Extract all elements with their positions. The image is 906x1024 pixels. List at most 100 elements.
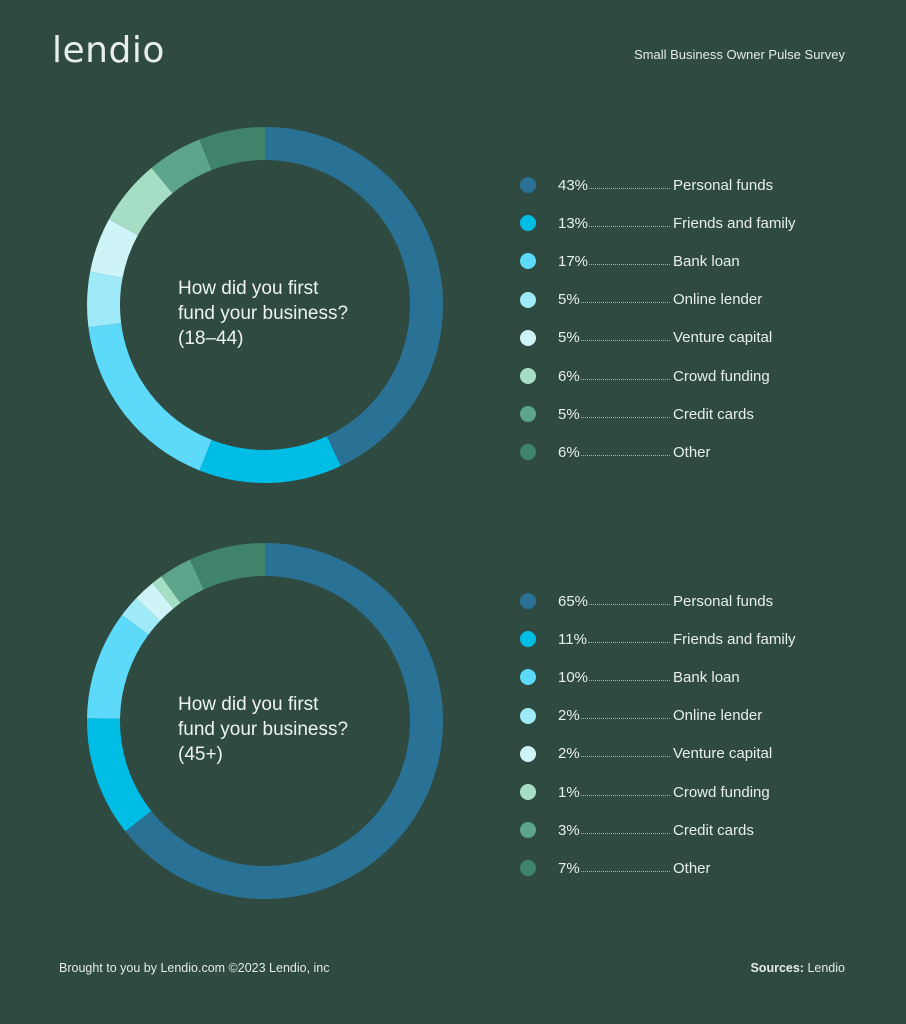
lendio-logo: lendio [52, 30, 165, 71]
legend-leader-line [580, 416, 670, 418]
legend-value: 65% [558, 592, 589, 610]
legend-value: 3% [558, 821, 580, 839]
donut-slice-crowd-funding [109, 167, 173, 236]
center-label-45-plus: How did you first fund your business? (4… [178, 692, 378, 767]
survey-title: Small Business Owner Pulse Survey [634, 47, 845, 62]
center-label-line: fund your business? [178, 303, 349, 324]
donut-slice-credit-cards [151, 139, 212, 194]
legend-leader-line [580, 454, 670, 456]
legend-label: Venture capital [673, 329, 773, 347]
legend-leader-line [580, 378, 670, 380]
center-label-line: (18–44) [178, 328, 244, 349]
footer-credit: Brought to you by Lendio.com ©2023 Lendi… [59, 961, 330, 975]
legend-label: Personal funds [673, 592, 774, 610]
legend-value: 6% [558, 367, 580, 385]
donut-slice-online-lender [121, 598, 161, 635]
legend-dot [520, 822, 536, 839]
donut-slice-other [189, 543, 265, 590]
legend-dot [520, 745, 536, 762]
legend-dot [520, 406, 536, 423]
legend-item-crowd-funding: 6% Crowd funding [520, 357, 820, 395]
legend-leader-line [589, 603, 670, 605]
center-label-line: (45+) [178, 744, 223, 765]
legend-label: Personal funds [673, 176, 774, 194]
legend-value: 43% [558, 176, 589, 194]
legend-dot [520, 444, 536, 461]
legend-label: Online lender [673, 707, 763, 725]
donut-slice-personal-funds [265, 127, 444, 467]
legend-value: 5% [558, 405, 580, 423]
legend-item-other: 7% Other [520, 849, 820, 887]
legend-leader-line [589, 679, 670, 681]
donut-slice-crowd-funding [152, 576, 181, 609]
legend-dot [520, 253, 536, 270]
legend-label: Other [673, 859, 711, 877]
legend-dot [520, 860, 536, 877]
donut-chart-18-44 [86, 127, 444, 483]
legend-label: Bank loan [673, 252, 740, 270]
legend-item-online-lender: 2% Online lender [520, 697, 820, 735]
legend-item-credit-cards: 3% Credit cards [520, 811, 820, 849]
legend-leader-line [580, 718, 670, 720]
legend-leader-line [580, 756, 670, 758]
legend-item-other: 6% Other [520, 433, 820, 471]
legend-value: 5% [558, 329, 580, 347]
legend-value: 17% [558, 252, 589, 270]
donut-slice-credit-cards [161, 559, 204, 604]
legend-item-venture-capital: 2% Venture capital [520, 735, 820, 773]
legend-leader-line [580, 302, 670, 304]
chart-18-44: How did you first fund your business? (1… [0, 0, 906, 483]
legend-item-personal-funds: 43% Personal funds [520, 166, 820, 204]
legend-label: Credit cards [673, 405, 754, 423]
legend-item-friends-and-family: 13% Friends and family [520, 204, 820, 242]
donut-slice-bank-loan [88, 323, 212, 471]
legend-label: Crowd funding [673, 367, 770, 385]
legend-value: 2% [558, 745, 580, 763]
legend-dot [520, 329, 536, 346]
center-label-18-44: How did you first fund your business? (1… [178, 276, 378, 351]
legend-item-crowd-funding: 1% Crowd funding [520, 773, 820, 811]
donut-slice-online-lender [86, 271, 123, 328]
footer-sources: Sources: Lendio [750, 961, 845, 975]
legend-label: Venture capital [673, 745, 773, 763]
legend-item-friends-and-family: 11% Friends and family [520, 620, 820, 658]
legend-dot [520, 669, 536, 686]
legend-label: Online lender [673, 291, 763, 309]
legend-45-plus: 65% Personal funds 11% Friends and family 10… [520, 582, 820, 888]
donut-slice-friends-and-family [87, 718, 152, 832]
legend-value: 13% [558, 214, 589, 232]
legend-value: 1% [558, 783, 580, 801]
legend-value: 10% [558, 668, 589, 686]
legend-value: 2% [558, 707, 580, 725]
donut-slice-friends-and-family [199, 436, 341, 483]
donut-slice-bank-loan [87, 615, 149, 719]
legend-dot [520, 707, 536, 724]
legend-dot [520, 177, 536, 194]
legend-leader-line [587, 641, 670, 643]
legend-label: Friends and family [673, 214, 796, 232]
donut-slice-venture-capital [136, 583, 174, 621]
legend-dot [520, 215, 536, 232]
donut-slice-venture-capital [90, 219, 138, 278]
legend-dot [520, 784, 536, 801]
legend-label: Bank loan [673, 668, 740, 686]
center-label-line: How did you first [178, 694, 319, 715]
legend-dot [520, 368, 536, 385]
legend-leader-line [589, 187, 670, 189]
legend-18-44: 43% Personal funds 13% Friends and family 17… [520, 166, 820, 472]
legend-label: Crowd funding [673, 783, 770, 801]
legend-value: 5% [558, 291, 580, 309]
legend-item-venture-capital: 5% Venture capital [520, 319, 820, 357]
legend-dot [520, 593, 536, 610]
legend-item-personal-funds: 65% Personal funds [520, 582, 820, 620]
legend-value: 11% [558, 630, 587, 648]
legend-item-online-lender: 5% Online lender [520, 281, 820, 319]
legend-leader-line [580, 794, 670, 796]
legend-value: 7% [558, 859, 580, 877]
legend-leader-line [580, 340, 670, 342]
sources-value: Lendio [807, 961, 845, 975]
legend-value: 6% [558, 443, 580, 461]
chart-45-plus: How did you first fund your business? (4… [0, 416, 906, 899]
legend-item-bank-loan: 17% Bank loan [520, 242, 820, 280]
donut-chart-45-plus [87, 543, 443, 899]
